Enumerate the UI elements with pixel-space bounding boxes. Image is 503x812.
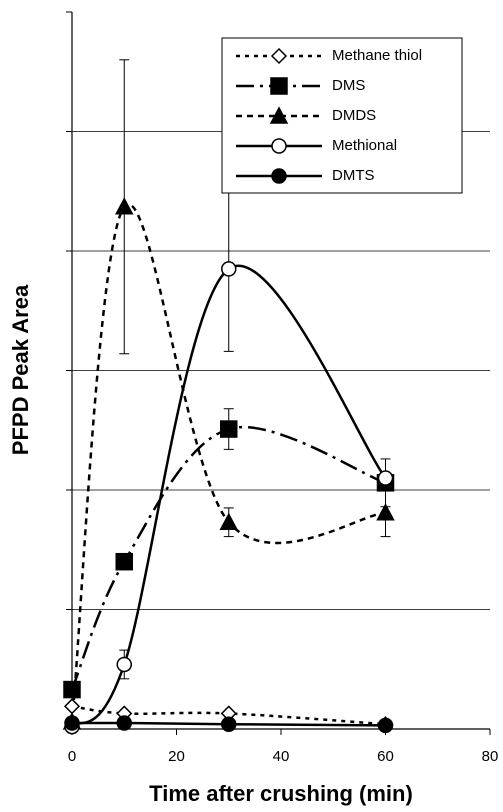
x-tick-label: 60 xyxy=(377,748,394,765)
legend-label: DMTS xyxy=(332,167,375,184)
x-tick-label: 20 xyxy=(168,748,185,765)
legend-label: Methane thiol xyxy=(332,47,422,64)
marker xyxy=(270,77,288,95)
legend: Methane thiol DMS DMDS Methional DMTS xyxy=(221,37,463,194)
marker xyxy=(220,420,238,438)
y-axis-title: PFPD Peak Area xyxy=(8,284,33,455)
marker xyxy=(269,106,289,124)
legend-label: DMS xyxy=(332,77,365,94)
x-axis-title: Time after crushing (min) xyxy=(149,781,413,806)
x-tick-label: 80 xyxy=(482,748,499,765)
x-tick-label: 40 xyxy=(273,748,290,765)
marker xyxy=(115,552,133,571)
marker xyxy=(271,168,287,184)
marker xyxy=(270,47,288,65)
series-line xyxy=(71,264,387,728)
marker xyxy=(377,717,394,734)
legend-label: DMDS xyxy=(332,107,376,124)
marker xyxy=(116,656,132,673)
series-line xyxy=(71,721,386,727)
marker xyxy=(271,138,287,154)
marker xyxy=(221,716,237,732)
marker xyxy=(116,715,132,731)
marker xyxy=(115,197,134,215)
marker xyxy=(219,512,238,531)
marker xyxy=(377,470,394,486)
x-tick-label: 0 xyxy=(68,748,76,765)
legend-label: Methional xyxy=(332,137,397,154)
marker xyxy=(63,698,81,715)
marker xyxy=(64,715,80,731)
marker xyxy=(221,261,237,277)
marker xyxy=(63,680,81,699)
marker xyxy=(376,503,395,521)
series-line xyxy=(70,426,386,691)
